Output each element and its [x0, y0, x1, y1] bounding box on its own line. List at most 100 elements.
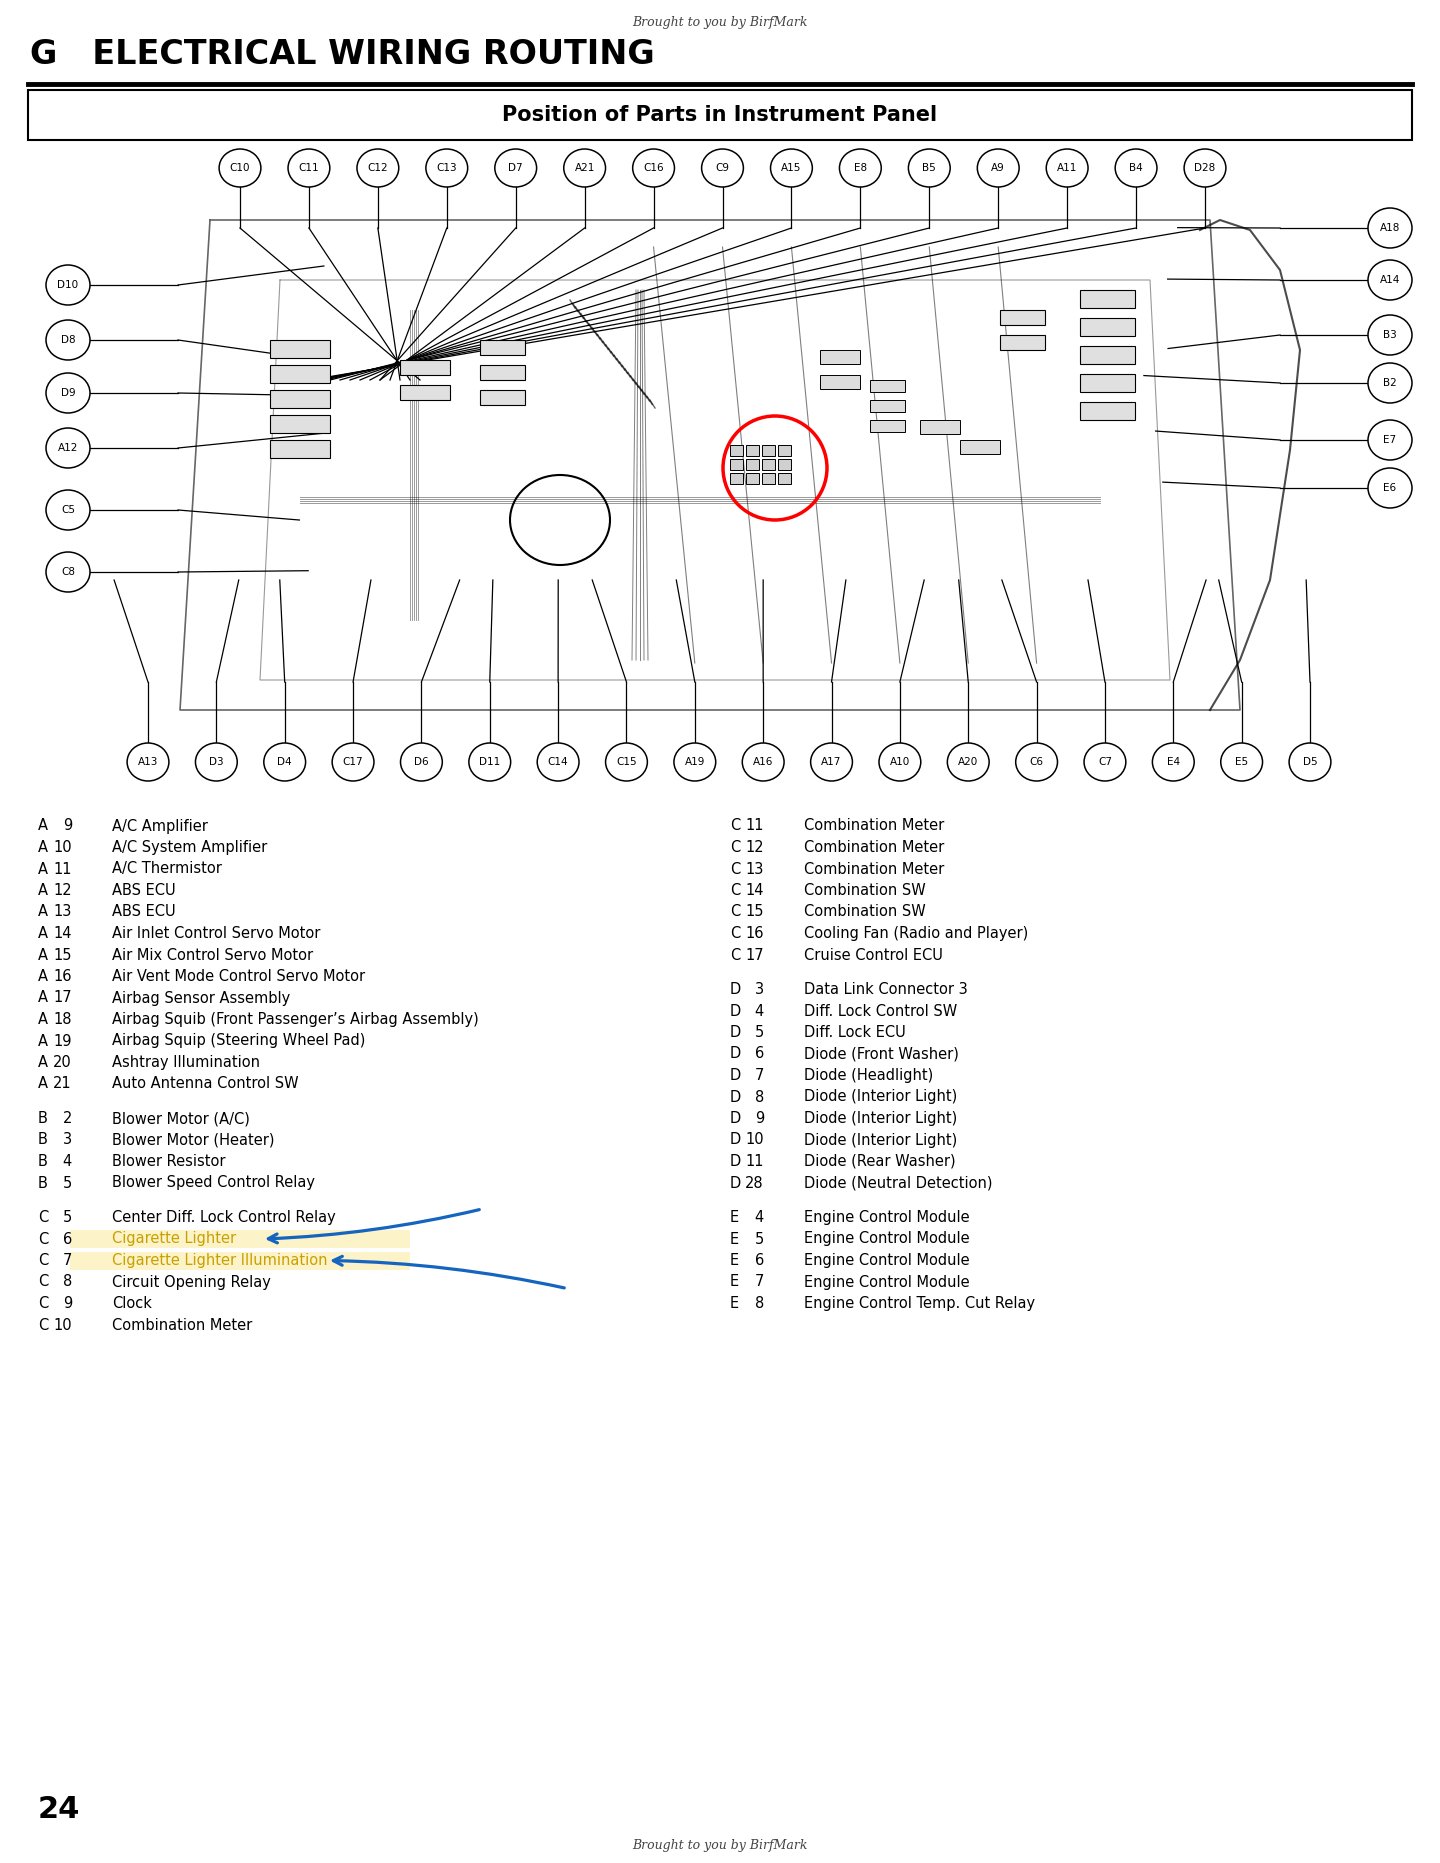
Ellipse shape	[46, 373, 89, 414]
Bar	[778, 458, 791, 469]
Text: Airbag Sensor Assembly: Airbag Sensor Assembly	[112, 991, 291, 1006]
Ellipse shape	[632, 149, 674, 186]
Bar	[762, 458, 775, 469]
Text: 6: 6	[755, 1254, 765, 1269]
Text: A: A	[37, 840, 48, 855]
Bar	[400, 386, 449, 401]
Bar	[730, 458, 743, 469]
Text: 5: 5	[63, 1176, 72, 1190]
Text: C: C	[730, 948, 740, 963]
Text: Combination Meter: Combination Meter	[804, 818, 945, 833]
Text: Airbag Squip (Steering Wheel Pad): Airbag Squip (Steering Wheel Pad)	[112, 1034, 366, 1049]
Text: D: D	[730, 1067, 742, 1082]
Text: D5: D5	[1303, 756, 1318, 768]
Ellipse shape	[469, 743, 511, 781]
Text: 3: 3	[755, 982, 765, 997]
Text: A13: A13	[138, 756, 158, 768]
Ellipse shape	[878, 743, 920, 781]
Text: 17: 17	[746, 948, 765, 963]
Text: C: C	[730, 883, 740, 898]
Text: 14: 14	[53, 926, 72, 941]
Text: Airbag Squib (Front Passenger’s Airbag Assembly): Airbag Squib (Front Passenger’s Airbag A…	[112, 1012, 478, 1027]
Text: Circuit Opening Relay: Circuit Opening Relay	[112, 1274, 271, 1289]
Bar	[271, 341, 330, 358]
Bar	[999, 309, 1045, 324]
Text: C: C	[37, 1274, 49, 1289]
Text: C: C	[730, 818, 740, 833]
Text: D: D	[730, 1110, 742, 1125]
Text: A: A	[37, 1077, 48, 1092]
Text: C8: C8	[60, 566, 75, 578]
Text: A: A	[37, 1012, 48, 1027]
Ellipse shape	[537, 743, 579, 781]
Ellipse shape	[400, 743, 442, 781]
Text: Blower Speed Control Relay: Blower Speed Control Relay	[112, 1176, 315, 1190]
Text: 7: 7	[755, 1274, 765, 1289]
Ellipse shape	[742, 743, 783, 781]
Ellipse shape	[978, 149, 1020, 186]
Text: 11: 11	[746, 1153, 765, 1168]
Text: A12: A12	[58, 443, 78, 453]
Text: C14: C14	[547, 756, 569, 768]
Bar	[271, 389, 330, 408]
Text: 11: 11	[53, 861, 72, 876]
Text: 9: 9	[755, 1110, 765, 1125]
Text: 6: 6	[755, 1047, 765, 1062]
Bar	[730, 445, 743, 456]
Text: 21: 21	[53, 1077, 72, 1092]
Text: Diode (Rear Washer): Diode (Rear Washer)	[804, 1153, 956, 1168]
Text: C: C	[37, 1297, 49, 1312]
Text: D: D	[730, 1133, 742, 1148]
Text: ABS ECU: ABS ECU	[112, 883, 176, 898]
Ellipse shape	[1015, 743, 1057, 781]
Bar	[400, 360, 449, 374]
Text: 4: 4	[63, 1153, 72, 1168]
Bar	[1080, 291, 1135, 307]
Text: Brought to you by BirfMark: Brought to you by BirfMark	[632, 17, 808, 30]
Text: D3: D3	[209, 756, 223, 768]
Ellipse shape	[1184, 149, 1225, 186]
Text: A20: A20	[958, 756, 978, 768]
Ellipse shape	[606, 743, 648, 781]
Text: ABS ECU: ABS ECU	[112, 905, 176, 920]
Text: A: A	[37, 969, 48, 984]
Ellipse shape	[1368, 363, 1413, 402]
Ellipse shape	[46, 490, 89, 529]
Text: E6: E6	[1384, 483, 1397, 494]
Bar	[999, 335, 1045, 350]
Text: D: D	[730, 1004, 742, 1019]
Text: C5: C5	[60, 505, 75, 514]
Text: 7: 7	[62, 1254, 72, 1269]
Bar	[960, 440, 999, 455]
Text: D: D	[730, 1025, 742, 1040]
Ellipse shape	[46, 551, 89, 592]
Ellipse shape	[1289, 743, 1331, 781]
Ellipse shape	[46, 428, 89, 468]
Text: Diode (Interior Light): Diode (Interior Light)	[804, 1090, 958, 1105]
Ellipse shape	[563, 149, 606, 186]
Text: G   ELECTRICAL WIRING ROUTING: G ELECTRICAL WIRING ROUTING	[30, 37, 655, 71]
Text: C17: C17	[343, 756, 363, 768]
Text: A: A	[37, 818, 48, 833]
Bar	[819, 350, 860, 363]
Text: 13: 13	[746, 861, 765, 876]
Text: E4: E4	[1166, 756, 1179, 768]
Text: Air Mix Control Servo Motor: Air Mix Control Servo Motor	[112, 948, 312, 963]
Text: 8: 8	[755, 1090, 765, 1105]
Text: D7: D7	[508, 162, 523, 173]
Bar	[480, 365, 526, 380]
Text: 28: 28	[746, 1176, 765, 1190]
Text: E7: E7	[1384, 434, 1397, 445]
Text: Cooling Fan (Radio and Player): Cooling Fan (Radio and Player)	[804, 926, 1028, 941]
Text: Blower Resistor: Blower Resistor	[112, 1153, 226, 1168]
Text: D: D	[730, 1153, 742, 1168]
Text: 14: 14	[746, 883, 765, 898]
Text: C: C	[730, 840, 740, 855]
Text: E: E	[730, 1231, 739, 1246]
Text: 10: 10	[53, 1317, 72, 1332]
Bar	[71, 1230, 410, 1248]
Ellipse shape	[288, 149, 330, 186]
Text: C: C	[730, 861, 740, 876]
Ellipse shape	[840, 149, 881, 186]
Ellipse shape	[1368, 261, 1413, 300]
